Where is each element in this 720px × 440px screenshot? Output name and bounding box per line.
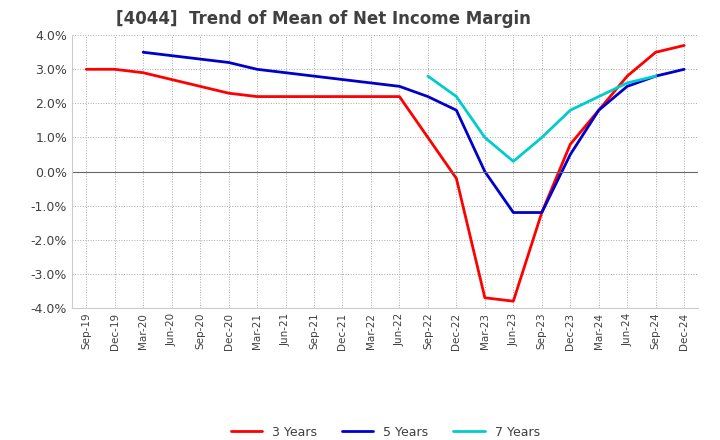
5 Years (395, 84, 404, 89)
3 Years (509, 299, 518, 304)
Line: 3 Years: 3 Years (86, 45, 684, 301)
3 Years (225, 91, 233, 96)
3 Years (139, 70, 148, 75)
5 Years (167, 53, 176, 58)
3 Years (82, 66, 91, 72)
7 Years (537, 135, 546, 140)
5 Years (196, 56, 204, 62)
3 Years (395, 94, 404, 99)
3 Years (623, 73, 631, 79)
5 Years (253, 66, 261, 72)
3 Years (452, 176, 461, 181)
5 Years (423, 94, 432, 99)
7 Years (623, 80, 631, 85)
5 Years (366, 80, 375, 85)
3 Years (167, 77, 176, 82)
3 Years (423, 135, 432, 140)
7 Years (423, 73, 432, 79)
5 Years (595, 107, 603, 113)
3 Years (652, 50, 660, 55)
5 Years (310, 73, 318, 79)
5 Years (652, 73, 660, 79)
5 Years (139, 50, 148, 55)
3 Years (480, 295, 489, 301)
Line: 7 Years: 7 Years (428, 76, 656, 161)
3 Years (595, 107, 603, 113)
3 Years (196, 84, 204, 89)
7 Years (595, 94, 603, 99)
5 Years (537, 210, 546, 215)
5 Years (225, 60, 233, 65)
7 Years (452, 94, 461, 99)
Line: 5 Years: 5 Years (143, 52, 684, 213)
5 Years (509, 210, 518, 215)
7 Years (652, 73, 660, 79)
3 Years (338, 94, 347, 99)
3 Years (253, 94, 261, 99)
5 Years (566, 152, 575, 157)
3 Years (310, 94, 318, 99)
7 Years (480, 135, 489, 140)
5 Years (452, 107, 461, 113)
7 Years (566, 107, 575, 113)
7 Years (509, 159, 518, 164)
3 Years (537, 210, 546, 215)
5 Years (680, 66, 688, 72)
3 Years (366, 94, 375, 99)
3 Years (680, 43, 688, 48)
Legend: 3 Years, 5 Years, 7 Years: 3 Years, 5 Years, 7 Years (225, 421, 545, 440)
5 Years (338, 77, 347, 82)
5 Years (282, 70, 290, 75)
3 Years (110, 66, 119, 72)
5 Years (623, 84, 631, 89)
Text: [4044]  Trend of Mean of Net Income Margin: [4044] Trend of Mean of Net Income Margi… (116, 10, 531, 28)
3 Years (282, 94, 290, 99)
3 Years (566, 142, 575, 147)
5 Years (480, 169, 489, 174)
